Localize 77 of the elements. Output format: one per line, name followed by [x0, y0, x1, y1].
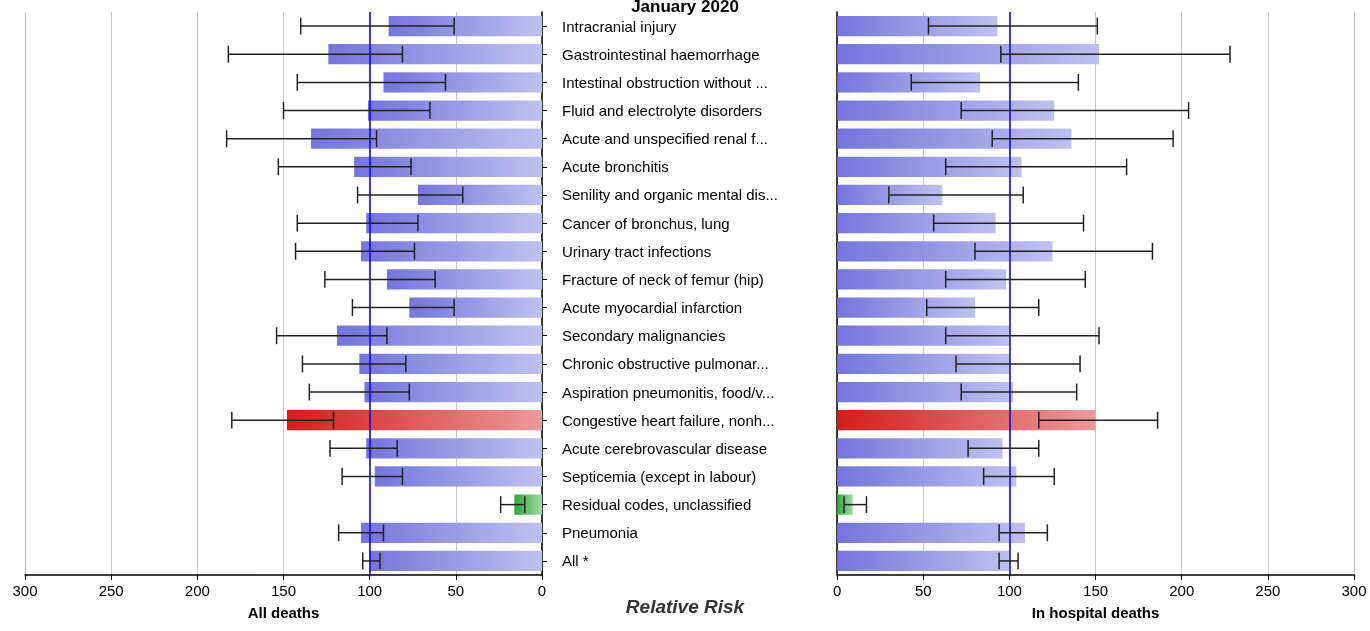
bar — [837, 184, 943, 206]
x-tick-label: 50 — [914, 582, 932, 599]
bar — [369, 550, 542, 572]
y-tick-label: All * — [562, 552, 589, 570]
y-tick-label: Fluid and electrolyte disorders — [562, 102, 763, 120]
bar — [837, 44, 1100, 65]
bar — [837, 269, 1006, 290]
bar — [311, 128, 542, 149]
bar — [366, 212, 542, 234]
x-tick-label: 300 — [12, 582, 38, 599]
y-tick-label: Intracranial injury — [562, 17, 677, 35]
bar — [837, 410, 1096, 431]
y-tick-label: Fracture of neck of femur (hip) — [562, 270, 764, 288]
bar — [383, 72, 542, 93]
bar — [837, 466, 1017, 487]
x-tick-label: 0 — [537, 582, 547, 599]
bar — [359, 353, 542, 375]
y-tick-label: Acute bronchitis — [562, 158, 669, 176]
bar — [328, 44, 542, 65]
bar — [386, 269, 542, 290]
bar — [837, 15, 998, 37]
bar — [336, 325, 542, 346]
bar — [361, 241, 542, 262]
x-tick-label: 250 — [98, 582, 124, 599]
bar — [837, 438, 1003, 459]
bar — [374, 466, 542, 487]
bar — [837, 353, 1010, 375]
bar — [837, 550, 1010, 572]
y-tick-label: Septicemia (except in labour) — [562, 467, 757, 485]
y-tick-label: Residual codes, unclassified — [562, 496, 752, 514]
y-tick-label: Chronic obstructive pulmonar... — [562, 355, 769, 373]
text: January 2020 — [630, 0, 740, 17]
bar — [417, 184, 542, 206]
x-tick-label: 300 — [1341, 582, 1367, 599]
bar — [364, 381, 542, 403]
bar — [837, 128, 1072, 149]
x-tick-label: 200 — [1169, 582, 1195, 599]
y-tick-label: Urinary tract infections — [562, 242, 712, 260]
bar — [366, 438, 542, 459]
y-tick-label: Acute myocardial infarction — [562, 299, 743, 317]
x-tick-label: 100 — [357, 582, 383, 599]
y-tick-label: Secondary malignancies — [562, 327, 726, 345]
x-axis-title: All deaths — [247, 604, 320, 621]
bar — [837, 156, 1022, 177]
x-tick-label: 150 — [1083, 582, 1109, 599]
x-tick-label: 100 — [996, 582, 1022, 599]
x-tick-label: 250 — [1255, 582, 1281, 599]
x-axis-title: In hospital deaths — [1031, 604, 1160, 621]
x-tick-label: 50 — [447, 582, 465, 599]
bar — [837, 297, 975, 318]
bar — [361, 522, 542, 543]
y-tick-label: Acute cerebrovascular disease — [562, 439, 768, 457]
bar — [367, 100, 542, 121]
bar — [514, 494, 542, 515]
bar — [837, 100, 1055, 121]
bar — [837, 522, 1025, 543]
y-tick-label: Cancer of bronchus, lung — [562, 214, 730, 232]
bar — [388, 15, 542, 37]
x-tick-label: 0 — [833, 582, 842, 599]
y-tick-label: Pneumonia — [562, 524, 639, 542]
bar — [286, 410, 542, 431]
x-tick-label: 200 — [184, 582, 210, 599]
y-tick-label: Intestinal obstruction without ... — [562, 73, 768, 91]
bar — [837, 381, 1013, 403]
bar — [837, 212, 996, 234]
text: Relative Risk — [625, 596, 745, 617]
y-tick-label: Aspiration pneumonitis, food/v... — [562, 383, 775, 401]
bar — [354, 156, 542, 177]
bar — [837, 72, 981, 93]
x-tick-label: 150 — [270, 582, 297, 599]
bar — [837, 325, 1010, 346]
y-tick-label: Acute and unspecified renal f... — [562, 130, 768, 148]
bar — [409, 297, 542, 318]
y-tick-label: Congestive heart failure, nonh... — [562, 411, 775, 429]
y-tick-label: Senility and organic mental dis... — [562, 186, 778, 204]
y-tick-label: Gastrointestinal haemorrhage — [562, 45, 760, 63]
bar — [837, 241, 1053, 262]
